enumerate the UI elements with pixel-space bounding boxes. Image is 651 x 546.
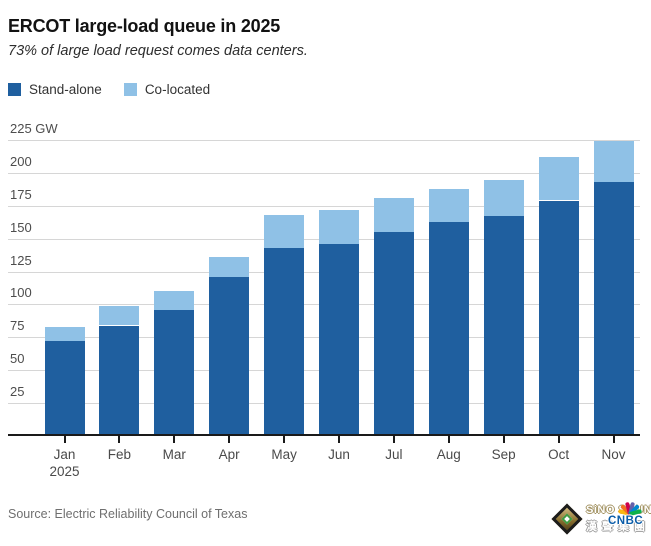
y-axis-label-50: 50 (10, 351, 25, 367)
bar-jun-stand-alone[interactable] (319, 243, 359, 436)
x-axis-label-oct: Oct (548, 447, 570, 462)
legend-item-co-located: Co-located (123, 82, 211, 97)
x-axis-tick-oct (557, 436, 560, 443)
x-axis-line (8, 434, 640, 436)
x-axis-sublabel-year: 2025 (49, 464, 80, 479)
x-axis-tick-may (283, 436, 286, 443)
watermark-chinese-text: 漢聲集團 (586, 521, 650, 533)
y-axis-label-100: 100 (10, 285, 32, 301)
source-attribution: Source: Electric Reliability Council of … (8, 507, 248, 521)
cnbc-peacock-icon (616, 498, 644, 516)
y-axis-label-175: 175 (10, 186, 32, 202)
y-axis-label-150: 150 (10, 219, 32, 235)
bar-apr-stand-alone[interactable] (209, 276, 250, 436)
bar-may-stand-alone[interactable] (264, 247, 305, 436)
bar-mar-stand-alone[interactable] (154, 309, 195, 436)
bar-nov-stand-alone[interactable] (593, 182, 634, 436)
y-axis-label-25: 25 (10, 384, 25, 400)
bar-jan-stand-alone[interactable] (44, 341, 85, 436)
x-axis-tick-feb (118, 436, 121, 443)
x-axis-tick-jun (338, 436, 340, 443)
bar-may-co-located[interactable] (264, 215, 305, 248)
x-axis-tick-aug (447, 436, 450, 443)
y-axis-label-200: 200 (10, 153, 32, 169)
legend-swatch-co-located-icon (123, 83, 137, 96)
x-axis-tick-sep (502, 436, 505, 443)
y-axis-label-225: 225 GW (10, 121, 58, 136)
cnbc-wordmark: CNBC (608, 515, 644, 527)
x-axis-label-nov: Nov (601, 447, 626, 462)
x-axis-label-jul: Jul (385, 447, 403, 462)
x-axis-tick-nov (612, 436, 615, 443)
x-axis-label-jan: Jan (53, 447, 76, 462)
x-axis-tick-jul (392, 436, 395, 443)
x-axis-label-aug: Aug (436, 447, 461, 462)
legend-swatch-stand-alone-icon (8, 83, 21, 96)
chart-legend: Stand-alone Co-located (8, 82, 210, 97)
x-axis-label-apr: Apr (218, 447, 240, 462)
watermark-logo: SiNO SOUND 漢聲集團 CNBC (550, 498, 651, 544)
x-axis-label-sep: Sep (491, 447, 516, 462)
chart-subtitle: 73% of large load request comes data cen… (8, 43, 308, 59)
legend-item-stand-alone: Stand-alone (8, 82, 102, 97)
bar-jul-co-located[interactable] (373, 197, 414, 233)
gridline-225 (8, 140, 640, 141)
gridline-175 (8, 205, 640, 207)
chart-title: ERCOT large-load queue in 2025 (8, 16, 281, 36)
x-axis-label-feb: Feb (107, 447, 132, 462)
bar-oct-co-located[interactable] (538, 157, 579, 201)
bar-mar-co-located[interactable] (154, 291, 195, 310)
x-axis-tick-jan (63, 436, 66, 443)
bar-oct-stand-alone[interactable] (538, 200, 579, 436)
legend-label-co-located: Co-located (144, 82, 211, 97)
legend-label-stand-alone: Stand-alone (29, 82, 102, 97)
bar-jan-co-located[interactable] (44, 326, 85, 342)
gridline-200 (8, 172, 640, 174)
bar-feb-co-located[interactable] (99, 305, 140, 326)
bar-aug-stand-alone[interactable] (428, 221, 469, 436)
sino-sound-diamond-icon (551, 503, 583, 535)
bar-sep-stand-alone[interactable] (483, 216, 524, 436)
x-axis-label-jun: Jun (328, 447, 350, 462)
y-axis-label-125: 125 (10, 252, 32, 268)
bar-nov-co-located[interactable] (593, 141, 634, 183)
y-axis-label-75: 75 (10, 318, 25, 334)
bar-feb-stand-alone[interactable] (99, 325, 140, 436)
bar-aug-co-located[interactable] (428, 188, 469, 222)
bar-sep-co-located[interactable] (483, 179, 524, 217)
bar-jun-co-located[interactable] (319, 209, 359, 244)
bar-jul-stand-alone[interactable] (373, 232, 414, 436)
x-axis-tick-mar (173, 436, 176, 443)
x-axis-label-mar: Mar (162, 447, 186, 462)
x-axis-label-may: May (271, 447, 297, 462)
x-axis-tick-apr (228, 436, 231, 443)
bar-apr-co-located[interactable] (209, 257, 250, 277)
